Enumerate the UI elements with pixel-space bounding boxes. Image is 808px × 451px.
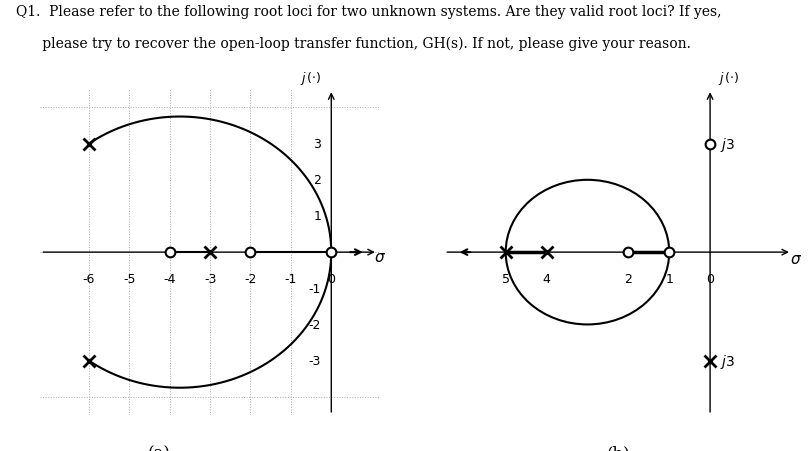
Text: $\sigma$: $\sigma$ [790,253,802,267]
Text: 2: 2 [314,174,321,187]
Text: 2: 2 [625,272,633,285]
Text: $j\,(\cdot)$: $j\,(\cdot)$ [718,69,740,87]
Text: please try to recover the open-loop transfer function, GH(s). If not, please giv: please try to recover the open-loop tran… [16,36,691,51]
Text: -3: -3 [309,354,321,367]
Text: -1: -1 [284,272,297,285]
Text: 5: 5 [502,272,510,285]
Text: 4: 4 [543,272,550,285]
Text: -3: -3 [204,272,217,285]
Text: $j\,(\cdot)$: $j\,(\cdot)$ [300,69,321,87]
Text: -4: -4 [163,272,176,285]
Text: -2: -2 [309,318,321,331]
Text: Q1.  Please refer to the following root loci for two unknown systems. Are they v: Q1. Please refer to the following root l… [16,5,722,18]
Text: 1: 1 [314,210,321,223]
Text: -5: -5 [123,272,136,285]
Text: -6: -6 [82,272,95,285]
Text: (a): (a) [148,444,170,451]
Text: 1: 1 [665,272,673,285]
Text: 3: 3 [314,138,321,151]
Text: (b): (b) [606,444,630,451]
Text: 0: 0 [327,272,335,285]
Text: $j3$: $j3$ [720,352,735,370]
Text: -1: -1 [309,282,321,295]
Text: -2: -2 [244,272,257,285]
Text: $j3$: $j3$ [720,135,735,153]
Text: $\sigma$: $\sigma$ [374,251,385,265]
Text: 0: 0 [706,272,714,285]
